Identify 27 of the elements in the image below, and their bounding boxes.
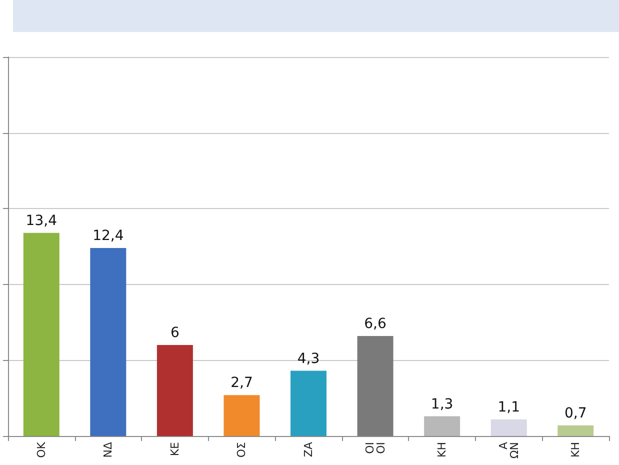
x-tick-label: ΟΚ: [34, 441, 48, 458]
bar: [290, 370, 326, 436]
data-label: 0,7: [564, 405, 587, 422]
data-label: 6: [170, 325, 180, 342]
data-label: 1,3: [430, 396, 454, 412]
x-tick-label: ΚΗ: [569, 442, 582, 458]
data-label: 4,3: [297, 350, 320, 367]
data-label: 12,4: [92, 228, 124, 244]
x-tick-label: Α ΩΝ: [496, 442, 521, 459]
x-tick-label: ΝΔ: [102, 442, 115, 458]
data-label: 6,6: [364, 316, 386, 332]
bar: [424, 416, 460, 436]
bar: [156, 345, 193, 436]
x-tick-label: ΟΣ: [235, 442, 248, 458]
x-tick-label: ΚΗ: [436, 442, 449, 458]
bar: [23, 232, 60, 436]
bar: [90, 248, 126, 436]
bar: [224, 395, 260, 436]
x-tick-label: ΖΑ: [302, 442, 315, 458]
bar: [490, 419, 527, 436]
bar: [357, 336, 394, 436]
data-label: 13,4: [26, 212, 58, 229]
data-label: 1,1: [498, 399, 520, 416]
data-label: 2,7: [230, 375, 253, 392]
x-tick-label: ΟΙ ΟΙ: [363, 442, 388, 454]
bar: [558, 425, 594, 436]
x-tick-label: ΚΕ: [168, 442, 182, 456]
